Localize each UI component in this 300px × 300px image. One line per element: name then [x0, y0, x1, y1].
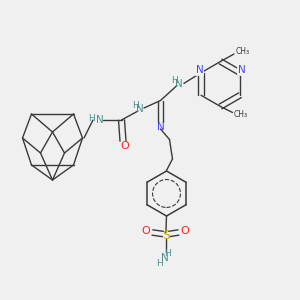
Text: CH₃: CH₃	[236, 47, 250, 56]
Text: H: H	[88, 114, 95, 123]
Text: H: H	[164, 249, 171, 258]
Text: O: O	[181, 226, 190, 236]
Text: CH₃: CH₃	[234, 110, 248, 119]
Text: H: H	[171, 76, 178, 85]
Text: H: H	[132, 101, 139, 110]
Text: N: N	[96, 115, 104, 125]
Text: S: S	[162, 229, 170, 242]
Text: H: H	[157, 259, 163, 268]
Text: N: N	[238, 65, 245, 75]
Text: N: N	[160, 253, 168, 263]
Text: O: O	[141, 226, 150, 236]
Text: O: O	[120, 141, 129, 152]
Text: N: N	[157, 122, 164, 132]
Text: N: N	[175, 79, 182, 89]
Text: N: N	[136, 104, 143, 115]
Text: N: N	[196, 65, 203, 75]
